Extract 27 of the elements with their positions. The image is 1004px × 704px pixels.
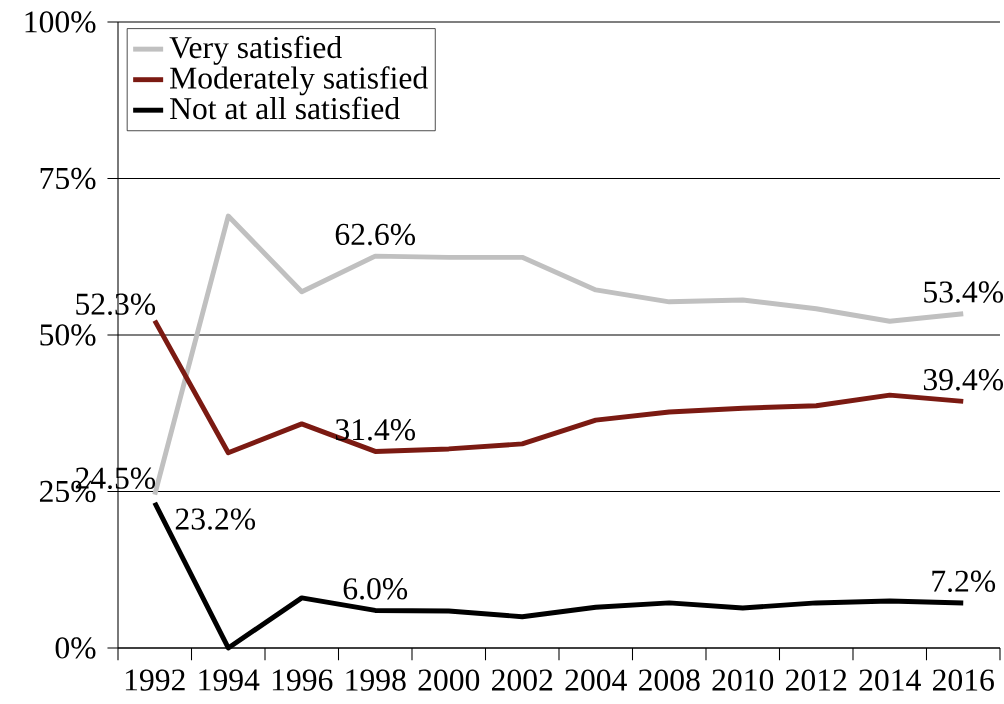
legend-label: Moderately satisfied	[170, 66, 428, 96]
x-tick-label: 1992	[125, 669, 185, 691]
data-label: 62.6%	[335, 223, 416, 246]
data-label: 31.4%	[335, 419, 416, 441]
x-tick-label: 2014	[859, 669, 921, 691]
y-tick-label: 0%	[55, 637, 96, 659]
x-tick-label: 2004	[565, 669, 627, 691]
legend-label: Not at all satisfied	[170, 96, 400, 120]
x-tick-label: 2000	[418, 669, 480, 691]
x-tick-label: 2016	[932, 669, 994, 691]
x-tick-label: 2008	[638, 669, 700, 691]
y-tick-label: 50%	[40, 324, 96, 346]
data-label: 52.3%	[76, 293, 156, 315]
data-label: 7.2%	[932, 570, 996, 593]
legend-label: Very satisfied	[169, 35, 342, 65]
x-tick-label: 2012	[785, 669, 847, 691]
data-label: 53.4%	[924, 281, 1004, 303]
y-tick-label: 75%	[40, 167, 96, 190]
data-label: 6.0%	[343, 578, 408, 600]
x-tick-label: 1994	[199, 669, 260, 691]
data-label: 23.2%	[175, 508, 256, 530]
data-label: 39.4%	[923, 368, 1004, 391]
x-tick-label: 2010	[712, 669, 774, 691]
x-tick-label: 1996	[272, 669, 333, 691]
x-tick-label: 1998	[346, 669, 406, 691]
x-tick-label: 2002	[491, 669, 553, 691]
y-tick-label: 100%	[25, 11, 96, 33]
